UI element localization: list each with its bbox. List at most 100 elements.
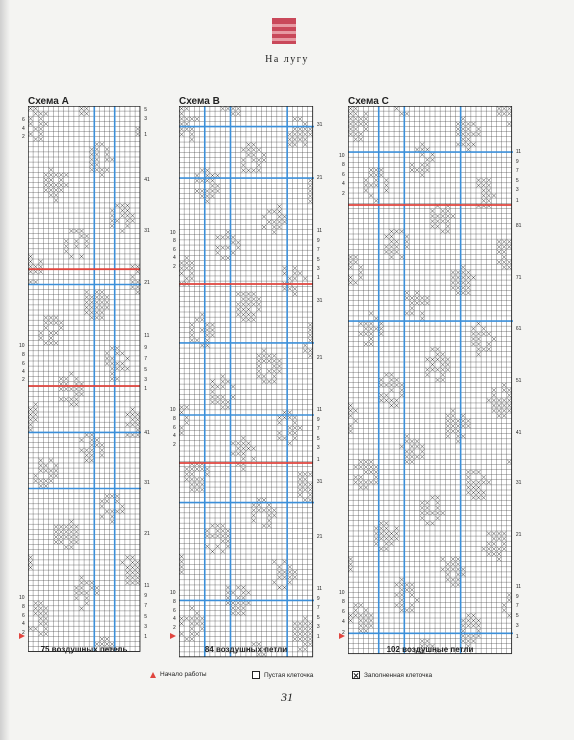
row-number-right: 7 — [144, 356, 147, 362]
row-number-left: 4 — [22, 369, 25, 375]
row-number-left: 6 — [173, 608, 176, 614]
row-number-right: 41 — [515, 430, 522, 436]
row-number-right: 9 — [515, 159, 519, 165]
row-number-right: 1 — [144, 386, 147, 392]
start-marker-b — [170, 633, 176, 639]
knitting-grid — [179, 106, 314, 658]
row-number-left: 4 — [22, 126, 25, 132]
row-number-left: 6 — [22, 613, 25, 619]
row-number-right: 7 — [316, 247, 320, 253]
row-number-right: 7 — [316, 426, 320, 432]
row-number-left: 10 — [19, 595, 25, 601]
row-number-right: 5 — [515, 613, 519, 619]
row-number-left: 4 — [173, 433, 176, 439]
row-number-left: 6 — [22, 361, 25, 367]
row-number-left: 4 — [22, 621, 25, 627]
row-number-left: 2 — [22, 377, 25, 383]
scheme-b-title: Схема В — [179, 96, 220, 107]
row-number-right: 1 — [316, 457, 320, 463]
row-number-right: 11 — [515, 149, 522, 155]
row-number-right: 41 — [144, 177, 150, 183]
row-number-left: 2 — [173, 442, 176, 448]
legend-empty-label: Пустая клеточка — [264, 671, 314, 679]
legend-filled: Заполненная клеточка — [352, 671, 432, 679]
row-number-right: 11 — [515, 584, 522, 590]
start-triangle-icon — [150, 671, 156, 678]
row-number-right: 3 — [515, 187, 519, 193]
row-number-right: 31 — [316, 479, 323, 485]
row-number-left: 8 — [22, 604, 25, 610]
row-number-right: 7 — [515, 603, 519, 609]
row-number-right: 31 — [316, 122, 323, 128]
row-number-left: 2 — [22, 134, 25, 140]
row-number-right: 9 — [316, 596, 320, 602]
row-number-right: 3 — [515, 623, 519, 629]
row-number-right: 7 — [316, 605, 320, 611]
row-number-right: 1 — [316, 275, 320, 281]
knitting-grid — [348, 106, 513, 655]
row-number-right: 11 — [144, 583, 150, 589]
row-number-right: 9 — [316, 417, 320, 423]
scheme-c-caption: 102 воздушные петли — [386, 645, 474, 654]
scheme-b-chart: 31 21 11 9 7 5 3 1 31 21 11 9 7 5 3 1 31 21 11 9 7 5 3 1 10 8 6 4 2 1… — [170, 106, 322, 658]
row-number-right: 5 — [144, 614, 147, 620]
row-number-right: 5 — [515, 178, 519, 184]
scheme-a-title: Схема А — [28, 96, 69, 107]
row-number-left: 10 — [170, 230, 176, 236]
row-number-right: 9 — [144, 593, 147, 599]
row-number-right: 41 — [144, 430, 150, 436]
row-number-right: 11 — [316, 228, 323, 234]
row-number-left: 8 — [342, 162, 345, 168]
scheme-c-chart: 11 9 7 5 3 1 81 71 61 51 41 31 21 11 9 7 5 3 1 10 8 6 4 2 10 8 6 4 2 — [339, 106, 521, 655]
row-number-left: 10 — [339, 590, 345, 596]
row-number-right: 3 — [316, 624, 320, 630]
page-binding-shadow — [0, 0, 10, 740]
row-number-right: 21 — [316, 175, 323, 181]
scheme-c-title: Схема С — [348, 96, 389, 107]
row-number-left: 6 — [342, 172, 345, 178]
row-number-left: 4 — [342, 181, 345, 187]
row-number-right: 1 — [515, 198, 519, 204]
row-number-right: 3 — [316, 445, 320, 451]
row-number-right: 3 — [144, 377, 147, 383]
row-number-right: 11 — [316, 407, 323, 413]
magazine-logo — [272, 18, 296, 44]
row-number-left: 10 — [170, 407, 176, 413]
legend-empty: Пустая клеточка — [252, 671, 313, 679]
start-marker-c — [339, 633, 345, 639]
row-number-right: 31 — [515, 480, 522, 486]
row-number-left: 10 — [170, 590, 176, 596]
row-number-right: 3 — [144, 624, 147, 630]
legend-filled-label: Заполненная клеточка — [364, 671, 433, 679]
row-number-right: 21 — [316, 534, 323, 540]
row-number-right: 81 — [515, 223, 522, 229]
row-number-right: 9 — [144, 345, 147, 351]
row-number-right: 21 — [144, 280, 150, 286]
row-number-right: 3 — [316, 266, 320, 272]
row-number-left: 4 — [173, 616, 176, 622]
row-number-left: 8 — [173, 416, 176, 422]
row-number-left: 8 — [342, 599, 345, 605]
row-number-right: 1 — [515, 634, 519, 640]
row-number-right: 7 — [515, 168, 519, 174]
row-number-right: 51 — [515, 378, 522, 384]
row-number-right: 9 — [515, 594, 519, 600]
row-number-right: 31 — [144, 480, 150, 486]
row-number-right: 1 — [144, 132, 147, 138]
row-number-left: 4 — [342, 619, 345, 625]
empty-cell-icon — [252, 671, 260, 679]
row-number-left: 6 — [173, 247, 176, 253]
row-number-left: 8 — [173, 238, 176, 244]
row-number-left: 10 — [339, 153, 345, 159]
legend-start: Начало работы — [150, 671, 207, 678]
row-number-right: 71 — [515, 275, 522, 281]
filled-cell-icon — [352, 671, 360, 679]
scheme-b-caption: 84 воздушных петли — [204, 645, 288, 654]
knitting-grid — [28, 106, 142, 652]
row-number-left: 4 — [173, 255, 176, 261]
row-number-left: 8 — [22, 352, 25, 358]
row-number-right: 9 — [316, 238, 320, 244]
row-number-left: 2 — [173, 264, 176, 270]
row-number-right: 21 — [144, 531, 150, 537]
scheme-a-caption: 75 воздушных петель — [40, 645, 128, 654]
